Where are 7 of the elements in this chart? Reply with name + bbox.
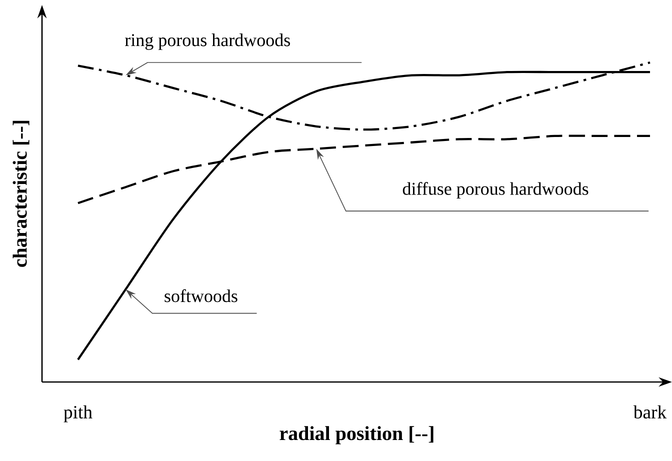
series-label: softwoods xyxy=(164,289,238,302)
x-tick-label: bark xyxy=(633,405,667,419)
series-label: ring porous hardwoods xyxy=(125,34,290,50)
x-tick-label: pith xyxy=(64,405,92,422)
text: diffuse porous hardwoods xyxy=(402,182,588,199)
y-axis-title: characteristic [--] xyxy=(12,120,30,267)
x-axis-title: radial position [--] xyxy=(280,426,434,444)
